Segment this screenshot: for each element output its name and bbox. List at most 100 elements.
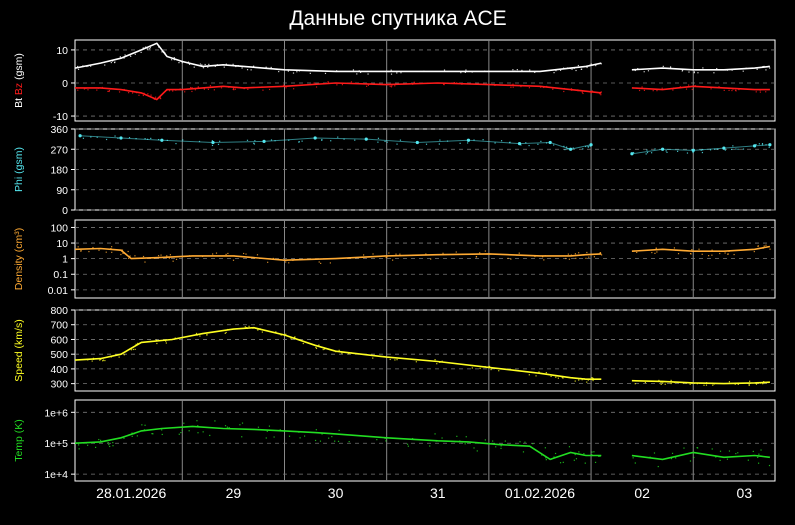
bt-sample-dot <box>146 48 149 50</box>
phi-sample-dot <box>716 148 718 150</box>
bt-sample-dot <box>521 69 523 72</box>
bz-sample-dot <box>638 89 641 92</box>
bz-sample-dot <box>591 90 594 92</box>
bz-sample-dot <box>563 90 565 93</box>
temp-sample-dot <box>143 429 146 431</box>
bt-sample-dot <box>669 67 672 69</box>
temp-y-axis-label: Temp (K) <box>13 419 25 462</box>
speed-sample-dot <box>748 383 750 385</box>
speed-sample-dot <box>137 342 139 344</box>
temp-sample-dot <box>123 437 125 439</box>
density-sample-dot <box>763 245 765 247</box>
temp-sample-dot <box>144 424 146 426</box>
temp-sample-dot <box>719 450 722 452</box>
speed-sample-dot <box>134 348 136 350</box>
bt-sample-dot <box>298 70 300 72</box>
bt-sample-dot <box>225 63 227 65</box>
x-tick-label: 31 <box>430 485 446 501</box>
speed-y-tick-label: 600 <box>50 334 68 346</box>
density-sample-dot <box>674 249 677 251</box>
phi-sample-dot <box>582 148 584 150</box>
bz-sample-dot <box>153 98 155 100</box>
density-sample-dot <box>166 255 168 257</box>
speed-sample-dot <box>587 379 589 381</box>
density-sample-dot <box>134 255 136 257</box>
speed-sample-dot <box>484 365 486 368</box>
bz-sample-dot <box>600 94 602 96</box>
phi-sample-dot <box>761 144 764 146</box>
speed-sample-dot <box>182 336 185 338</box>
bz-sample-dot <box>389 85 391 87</box>
speed-sample-dot <box>253 326 255 329</box>
bz-sample-dot <box>679 86 681 88</box>
bt-sample-dot <box>534 71 536 74</box>
temp-sample-dot <box>77 444 80 446</box>
bz-sample-dot <box>96 89 98 91</box>
temp-y-tick-label: 1e+6 <box>44 407 68 419</box>
bz-sample-dot <box>219 86 221 88</box>
temp-sample-dot <box>196 420 198 422</box>
bz-sample-dot <box>172 90 174 92</box>
bt-sample-dot <box>769 67 771 69</box>
temp-sample-dot <box>239 424 241 426</box>
temp-sample-dot <box>309 431 311 433</box>
speed-sample-dot <box>92 357 95 359</box>
bt-sample-dot <box>643 71 645 73</box>
temp-sample-dot <box>574 453 576 456</box>
bt-sample-dot <box>514 70 516 72</box>
temp-sample-dot <box>519 441 521 443</box>
density-sample-dot <box>583 254 585 256</box>
bz-sample-dot <box>142 94 144 97</box>
density-sample-dot <box>121 249 124 251</box>
temp-sample-dot <box>152 433 154 435</box>
bt-sample-dot <box>423 70 425 72</box>
bt-sample-dot <box>129 54 131 56</box>
bz-sample-dot <box>158 97 160 99</box>
density-sample-dot <box>110 247 112 250</box>
speed-y-tick-label: 700 <box>50 320 68 332</box>
temp-sample-dot <box>758 453 760 455</box>
bz-sample-dot <box>687 84 690 86</box>
temp-sample-dot <box>553 456 555 458</box>
speed-sample-dot <box>372 357 374 359</box>
speed-sample-dot <box>434 359 436 361</box>
bz-sample-dot <box>175 89 177 91</box>
phi-sample-dot <box>354 139 356 141</box>
density-sample-dot <box>386 256 388 258</box>
bz-sample-dot <box>759 89 761 91</box>
phi-sample-dot <box>677 150 679 152</box>
bt-sample-dot <box>292 72 295 74</box>
bt-sample-dot <box>309 72 311 74</box>
phi-sample-dot <box>589 145 591 147</box>
temp-sample-dot <box>532 443 534 445</box>
bt-sample-dot <box>763 65 765 68</box>
bt-sample-dot <box>142 47 144 49</box>
temp-sample-dot <box>298 431 300 433</box>
speed-sample-dot <box>323 348 326 350</box>
speed-sample-dot <box>244 326 246 328</box>
temp-sample-dot <box>756 455 758 457</box>
temp-sample-dot <box>241 422 244 424</box>
temp-sample-dot <box>321 433 323 435</box>
bz-sample-dot <box>143 92 145 94</box>
bt-sample-dot <box>86 65 88 68</box>
phi-sample-dot <box>439 139 441 141</box>
density-sample-dot <box>363 254 365 256</box>
phi-sample-dot <box>563 145 565 148</box>
bz-sample-dot <box>412 83 414 85</box>
temp-sample-dot <box>757 456 759 459</box>
phi-sample-dot <box>520 144 522 146</box>
speed-sample-dot <box>315 346 317 349</box>
bz-sample-dot <box>718 86 721 88</box>
phi-sample-dot <box>211 140 213 142</box>
bz-sample-dot <box>87 89 89 91</box>
bt-sample-dot <box>237 65 239 67</box>
temp-sample-dot <box>643 456 645 458</box>
temp-sample-dot <box>112 442 114 444</box>
temp-sample-dot <box>541 454 543 456</box>
temp-sample-dot <box>591 454 593 456</box>
bt-sample-dot <box>577 64 579 67</box>
density-sample-dot <box>372 253 374 255</box>
temp-sample-dot <box>131 432 133 434</box>
density-sample-dot <box>245 253 247 255</box>
